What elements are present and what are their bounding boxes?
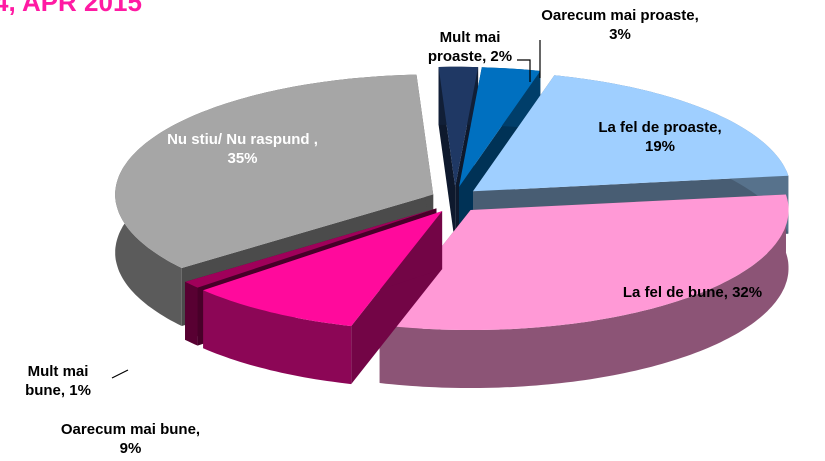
slice xyxy=(185,208,437,288)
pie xyxy=(115,66,789,388)
slice-wall xyxy=(203,290,352,385)
slice-wall xyxy=(185,281,198,346)
slice-wall xyxy=(379,194,789,388)
slice xyxy=(438,66,479,187)
leader-line xyxy=(517,59,531,82)
data-label: Mult mai proaste, 2% xyxy=(427,29,513,65)
slice xyxy=(459,67,541,187)
slice xyxy=(473,75,789,192)
data-label: Nu stiu/ Nu raspund , 35% xyxy=(167,131,318,167)
slice xyxy=(115,74,434,268)
slice xyxy=(379,194,789,330)
slice xyxy=(203,211,443,327)
leader-line xyxy=(111,369,129,379)
chart-title: 4, APR 2015 xyxy=(0,0,142,17)
data-label: La fel de proaste, 19% xyxy=(598,119,722,155)
data-label: La fel de bune, 32% xyxy=(622,284,763,301)
data-label: Oarecum mai bune, 9% xyxy=(60,421,201,457)
data-label: Oarecum mai proaste, 3% xyxy=(541,7,699,43)
data-label: Mult mai bune, 1% xyxy=(25,363,91,399)
